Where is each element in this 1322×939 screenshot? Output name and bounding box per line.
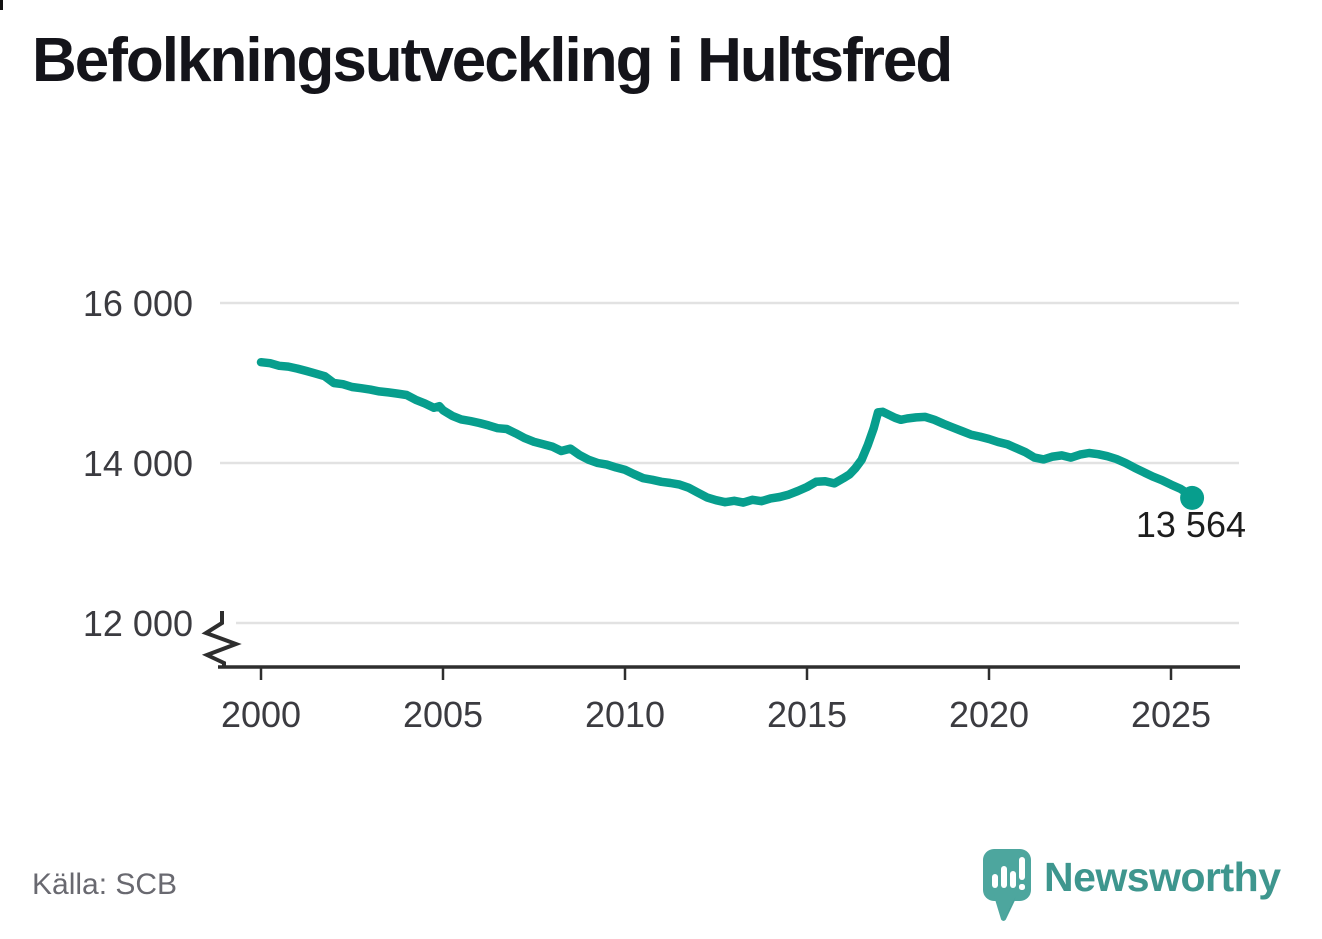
newsworthy-wordmark: Newsworthy — [1044, 854, 1281, 900]
last-value-label: 13 564 — [1136, 504, 1246, 545]
x-tick-label: 2015 — [767, 694, 847, 735]
last-point-marker — [1180, 485, 1205, 510]
source-caption: Källa: SCB — [32, 868, 178, 901]
x-tick-label: 2005 — [403, 694, 483, 735]
population-line — [256, 357, 1197, 507]
x-tick-label: 2010 — [585, 694, 665, 735]
y-tick-label: 16 000 — [83, 283, 193, 324]
x-tick-label: 2020 — [949, 694, 1029, 735]
y-tick-label: 12 000 — [83, 603, 193, 644]
y-tick-label: 14 000 — [83, 443, 193, 484]
newsworthy-logo: Newsworthy — [983, 849, 1281, 923]
x-tick-label: 2000 — [221, 694, 301, 735]
x-tick-label: 2025 — [1131, 694, 1211, 735]
page-title: Befolkningsutveckling i Hultsfred — [32, 26, 953, 95]
gridlines — [220, 301, 1239, 625]
x-axis-ticks — [259, 667, 1173, 680]
x-axis-labels: 2000 2005 2010 2015 2020 2025 — [221, 694, 1211, 735]
newsworthy-speech-bubble-icon — [983, 849, 1031, 921]
y-axis-labels: 16 000 14 000 12 000 — [83, 283, 193, 644]
corner-artifact — [0, 0, 3, 10]
y-axis-break-icon — [201, 611, 242, 667]
